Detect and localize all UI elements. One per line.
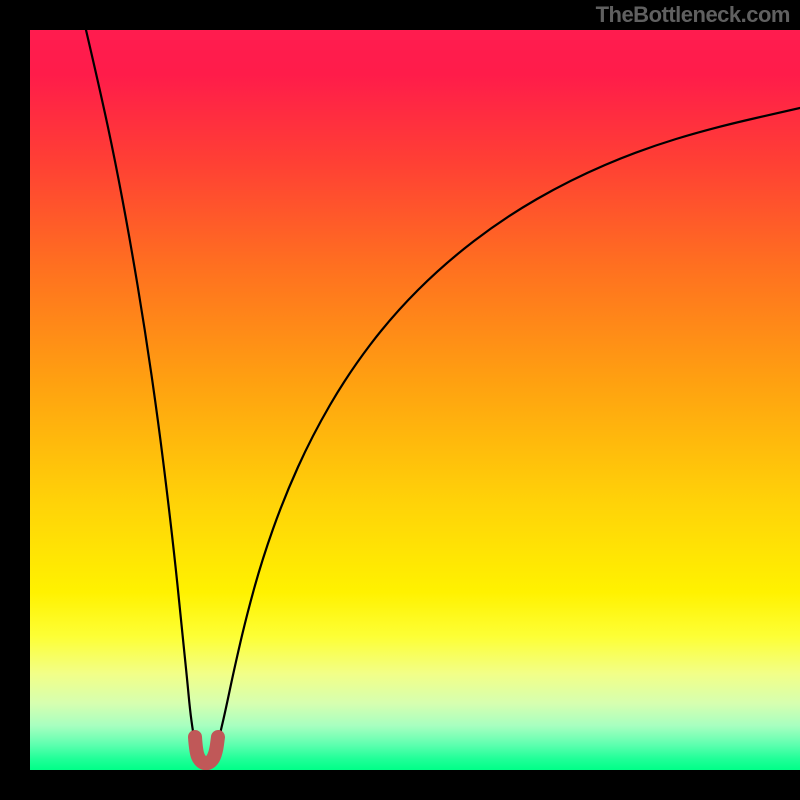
- plot-area: [30, 30, 800, 770]
- gradient-background: [30, 30, 800, 770]
- watermark-text: TheBottleneck.com: [596, 2, 790, 28]
- plot-svg: [30, 30, 800, 770]
- chart-container: TheBottleneck.com: [0, 0, 800, 800]
